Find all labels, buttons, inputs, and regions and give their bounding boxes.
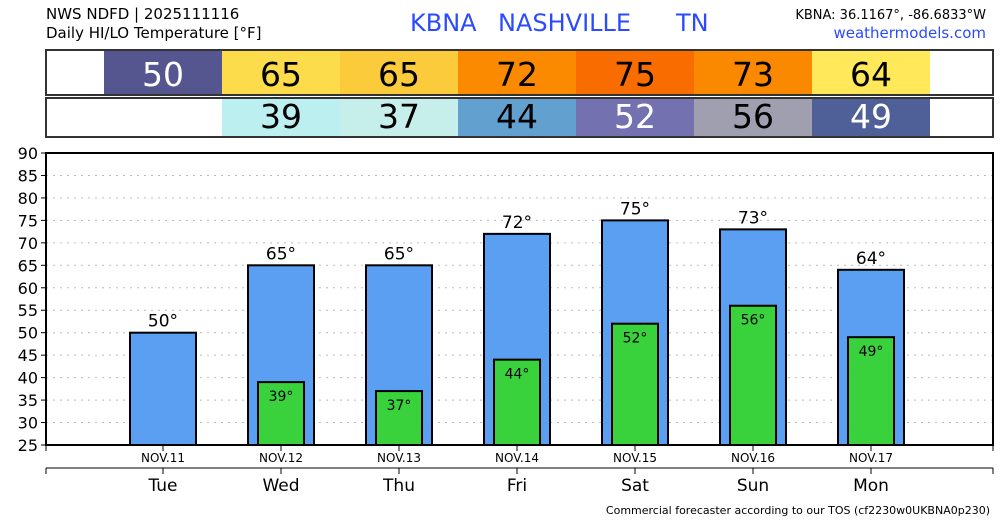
lo-bar-label: 39° xyxy=(269,389,294,405)
y-tick-label: 90 xyxy=(18,144,38,163)
lo-bar-label: 56° xyxy=(741,313,766,329)
y-tick-label: 35 xyxy=(18,391,38,410)
value-cell-label: 73 xyxy=(732,55,774,94)
hi-bar-label: 64° xyxy=(856,249,886,269)
date-label: NOV.14 xyxy=(495,451,539,465)
y-tick-label: 85 xyxy=(18,166,38,185)
date-label: NOV.13 xyxy=(377,451,421,465)
header-line1: NWS NDFD | 2025111116 xyxy=(46,5,239,23)
value-cell-label: 75 xyxy=(614,55,656,94)
day-label: Mon xyxy=(853,476,889,496)
hi-bar-label: 72° xyxy=(502,213,532,233)
y-tick-label: 70 xyxy=(18,234,38,253)
lo-bar xyxy=(375,390,423,447)
station-id: KBNA xyxy=(410,9,477,37)
lo-bar-label: 44° xyxy=(505,367,530,383)
value-cell-label: 72 xyxy=(496,55,538,94)
y-tick-label: 55 xyxy=(18,301,38,320)
date-label: NOV.12 xyxy=(259,451,303,465)
date-label: NOV.15 xyxy=(613,451,657,465)
row-border xyxy=(45,49,994,96)
value-cell-label: 65 xyxy=(260,55,302,94)
lo-bar-label: 52° xyxy=(623,331,648,347)
hi-bar xyxy=(129,331,197,447)
value-cell xyxy=(104,50,222,95)
row-border xyxy=(45,97,994,138)
day-label: Sat xyxy=(621,476,649,496)
station-coords: KBNA: 36.1167°, -86.6833°W xyxy=(795,8,986,23)
value-cell xyxy=(340,98,458,137)
value-cell xyxy=(576,50,694,95)
lo-bar xyxy=(847,336,895,446)
state-name: TN xyxy=(675,9,709,37)
hi-bar-label: 73° xyxy=(738,208,768,228)
value-cell-label: 64 xyxy=(850,55,892,94)
value-cell xyxy=(812,50,930,95)
hi-bar-label: 65° xyxy=(266,244,296,264)
date-label: NOV.17 xyxy=(849,451,893,465)
header-line2: Daily HI/LO Temperature [°F] xyxy=(46,24,262,42)
day-label: Thu xyxy=(382,476,415,496)
day-label: Fri xyxy=(507,476,527,496)
hi-bar-label: 65° xyxy=(384,244,414,264)
value-cell xyxy=(222,50,340,95)
y-tick-label: 75 xyxy=(18,211,38,230)
y-tick-label: 80 xyxy=(18,189,38,208)
value-cell-label: 49 xyxy=(850,97,892,136)
hi-bar-label: 75° xyxy=(620,199,650,219)
value-cell-label: 37 xyxy=(378,97,420,136)
value-cell-label: 39 xyxy=(260,97,302,136)
y-tick-label: 30 xyxy=(18,414,38,433)
date-label: NOV.11 xyxy=(141,451,185,465)
value-cell xyxy=(694,50,812,95)
value-cell xyxy=(812,98,930,137)
plot-frame xyxy=(45,152,994,446)
value-cell xyxy=(458,50,576,95)
lo-bar-label: 49° xyxy=(859,344,884,360)
value-cell xyxy=(458,98,576,137)
site-link[interactable]: weathermodels.com xyxy=(833,24,986,42)
value-cell-label: 56 xyxy=(732,97,774,136)
value-cell-label: 52 xyxy=(614,97,656,136)
footer-note: Commercial forecaster according to our T… xyxy=(606,504,990,517)
value-cell xyxy=(694,98,812,137)
y-tick-label: 25 xyxy=(18,436,38,455)
y-tick-label: 50 xyxy=(18,324,38,343)
lo-bar xyxy=(729,304,777,446)
y-tick-label: 40 xyxy=(18,369,38,388)
day-label: Sun xyxy=(737,476,769,496)
day-label: Tue xyxy=(147,476,177,496)
lo-bar-label: 37° xyxy=(387,398,412,414)
date-label: NOV.16 xyxy=(731,451,775,465)
y-tick-label: 65 xyxy=(18,256,38,275)
city-name: NASHVILLE xyxy=(498,9,631,37)
value-cell xyxy=(340,50,458,95)
value-cell xyxy=(576,98,694,137)
day-label: Wed xyxy=(262,476,299,496)
value-cell-label: 65 xyxy=(378,55,420,94)
hi-bar-label: 50° xyxy=(148,312,178,332)
value-cell-label: 50 xyxy=(142,55,184,94)
y-tick-label: 60 xyxy=(18,279,38,298)
value-cell-label: 44 xyxy=(496,97,538,136)
y-tick-label: 45 xyxy=(18,346,38,365)
value-cell xyxy=(222,98,340,137)
